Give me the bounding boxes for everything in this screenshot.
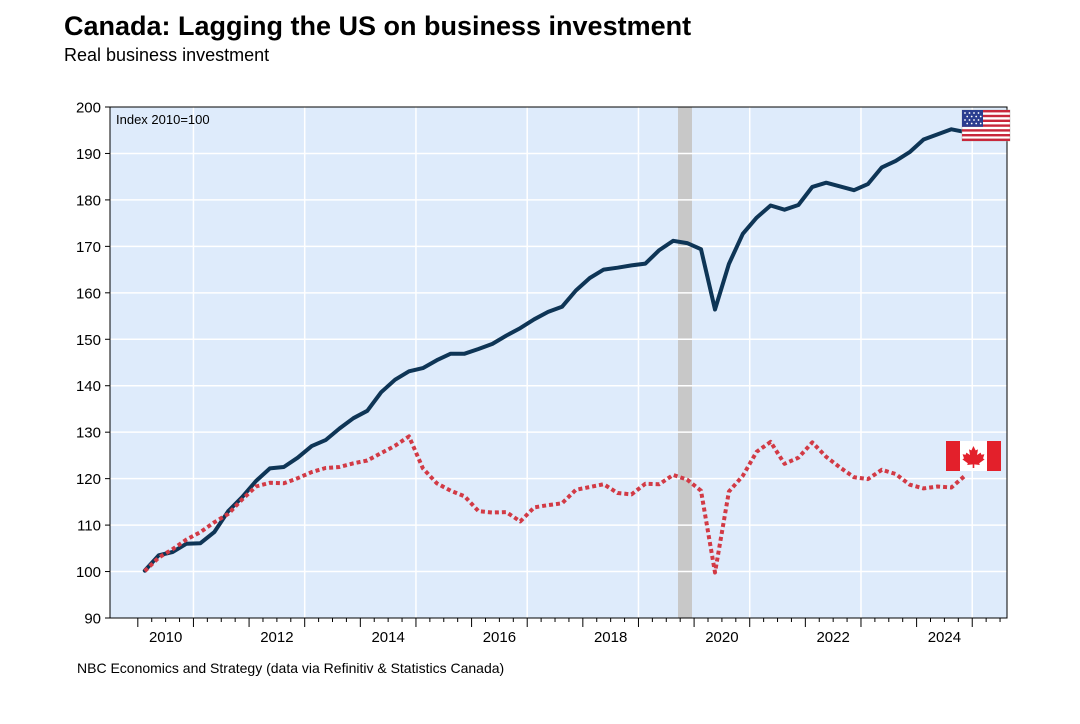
x-tick-label: 2012 <box>260 629 293 646</box>
chart-title: Canada: Lagging the US on business inves… <box>64 11 692 41</box>
grid-lines <box>110 107 1007 618</box>
y-tick-label: 150 <box>76 332 101 349</box>
x-tick-label: 2022 <box>816 629 849 646</box>
y-tick-label: 120 <box>76 471 101 488</box>
x-tick-label: 2010 <box>149 629 182 646</box>
plot-frame <box>109 106 1008 619</box>
chart-subtitle: Real business investment <box>64 45 270 65</box>
y-axis-unit-label: Index 2010=100 <box>116 112 210 127</box>
series-lines <box>142 127 968 575</box>
y-tick-label: 100 <box>76 564 101 581</box>
y-tick-label: 140 <box>76 378 101 395</box>
recession-shade <box>678 107 692 618</box>
canada-flag-icon <box>946 441 1001 471</box>
y-tick-label: 130 <box>76 425 101 442</box>
x-axis: 2010 2012 2014 2016 2018 2020 2022 2024 <box>137 618 1001 646</box>
y-axis: 90 100 110 120 130 140 150 160 170 180 190 200 <box>76 100 110 628</box>
x-tick-label: 2014 <box>371 629 404 646</box>
x-tick-label: 2024 <box>928 629 961 646</box>
y-tick-label: 90 <box>84 611 101 628</box>
y-tick-label: 110 <box>77 518 101 535</box>
y-tick-label: 190 <box>76 146 101 163</box>
source-note: NBC Economics and Strategy (data via Ref… <box>77 660 505 676</box>
plot-area <box>110 107 1007 618</box>
x-tick-label: 2016 <box>483 629 516 646</box>
y-tick-label: 200 <box>76 100 101 117</box>
y-tick-label: 160 <box>76 285 101 302</box>
y-tick-label: 170 <box>76 239 101 256</box>
series-line-1 <box>142 127 968 573</box>
x-tick-label: 2018 <box>594 629 627 646</box>
y-tick-label: 180 <box>76 192 101 209</box>
us-flag-icon <box>961 109 1011 142</box>
x-tick-label: 2020 <box>705 629 738 646</box>
